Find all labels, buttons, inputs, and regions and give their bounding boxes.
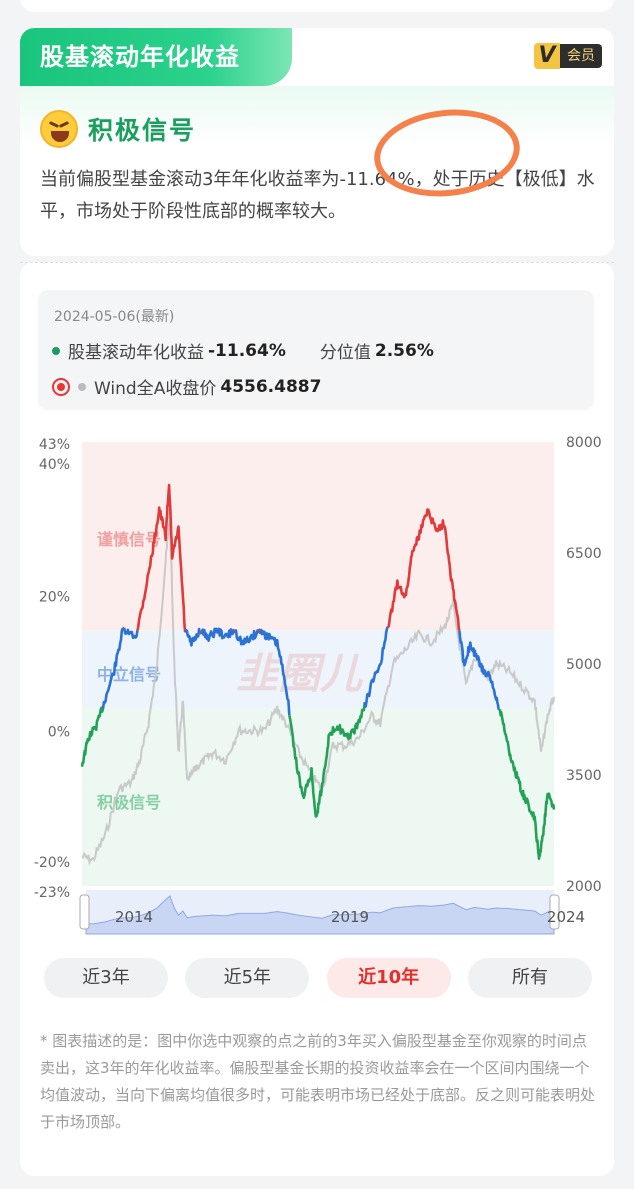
chart-footnote: * 图表描述的是：图中你选中观察的点之前的3年买入偏股型基金至你观察的时间点卖出… [40,1032,596,1131]
zone-band-2 [82,707,554,886]
range-5y-button[interactable]: 近5年 [185,958,310,998]
range-all-button[interactable]: 所有 [467,958,592,998]
vip-badge[interactable]: V 会员 [534,42,602,70]
y-left-tick-4: -20% [34,855,70,871]
tooltip-date: 2024-05-06(最新) [54,309,175,325]
y-right-tick-1: 6500 [566,546,602,562]
series-return-segment-0 [80,706,105,767]
signal-description: 当前偏股型基金滚动3年年化收益率为-11.64%，处于历史【极低】水平，市场处于… [40,169,595,222]
y-right-tick-2: 5000 [566,657,602,673]
series2-toggle-radio[interactable] [52,377,70,396]
watermark: 韭圈儿 [236,649,364,698]
range-selector: 近3年 近5年 近10年 所有 [44,958,592,998]
series2-label: Wind全A收盘价 [94,379,217,399]
series1-value: -11.64% [208,340,286,361]
navigator-left-handle[interactable] [79,894,90,930]
series-dot-gray-icon [78,382,86,391]
tooltip-row-returns: 股基滚动年化收益 -11.64% 分位值 2.56% [52,338,434,363]
x-tick-2019: 2019 [331,908,369,926]
percentile-label: 分位值 [319,343,371,363]
navigator-area [85,895,555,935]
zone-band-1 [82,630,554,708]
series-return-segment-13 [259,628,291,716]
series-dot-green-icon [52,346,60,355]
navigator-right-handle[interactable] [549,894,560,930]
series-return-segment-6 [198,631,203,635]
series1-label: 股基滚动年化收益 [68,343,204,363]
series-return-segment-1 [101,627,125,709]
signal-card: 股基滚动年化收益 V 会员 积极信号 当前偏股型基金滚动3年年化收益率为-11.… [20,28,614,256]
series-return-segment-16 [386,508,461,631]
percentile-value: 2.56% [374,340,434,361]
series-return-segment-4 [136,483,187,633]
series-return-segment-11 [233,628,262,646]
series-return-segment-5 [184,627,202,647]
zone-label-1: 中立信号 [97,665,161,684]
tooltip-row-index: Wind全A收盘价 4556.4887 [52,374,321,399]
range-10y-button[interactable]: 近10年 [326,958,451,998]
y-left-tick-3: 0% [48,724,70,740]
series-return-segment-18 [498,709,556,861]
x-tick-2014: 2014 [115,908,153,926]
section-title: 股基滚动年化收益 [20,28,292,86]
series-return-segment-3 [122,627,139,640]
series-return-segment-15 [363,626,389,708]
y-left-tick-0: 43% [39,437,70,453]
y-left-tick-1: 40% [39,457,70,473]
series-return-segment-17 [458,630,501,711]
series-return-segment-7 [200,627,219,643]
chart-tooltip-panel: 2024-05-06(最新) 股基滚动年化收益 -11.64% 分位值 2.56… [38,290,594,410]
card-divider [20,262,614,263]
previous-card-edge [20,0,614,12]
y-right-tick-0: 8000 [566,435,602,451]
y-right-tick-3: 3500 [566,768,602,784]
y-right-tick-4: 2000 [566,879,602,895]
vip-label: 会员 [560,44,602,68]
signal-row: 积极信号 [40,110,196,148]
y-left-tick-5: -23% [34,885,70,901]
zone-label-0: 谨慎信号 [97,530,161,549]
signal-title: 积极信号 [88,116,197,145]
series-return-segment-14 [288,701,367,818]
vip-logo-icon: V [534,43,560,69]
header-fade [20,86,614,146]
zone-label-2: 积极信号 [97,793,161,812]
series-return-segment-9 [216,627,235,640]
series2-value: 4556.4887 [220,376,322,397]
laughing-face-icon [40,110,78,148]
x-tick-2024: 2024 [547,908,585,926]
y-left-tick-2: 20% [39,590,70,606]
range-3y-button[interactable]: 近3年 [44,958,168,998]
zone-band-0 [82,442,554,631]
